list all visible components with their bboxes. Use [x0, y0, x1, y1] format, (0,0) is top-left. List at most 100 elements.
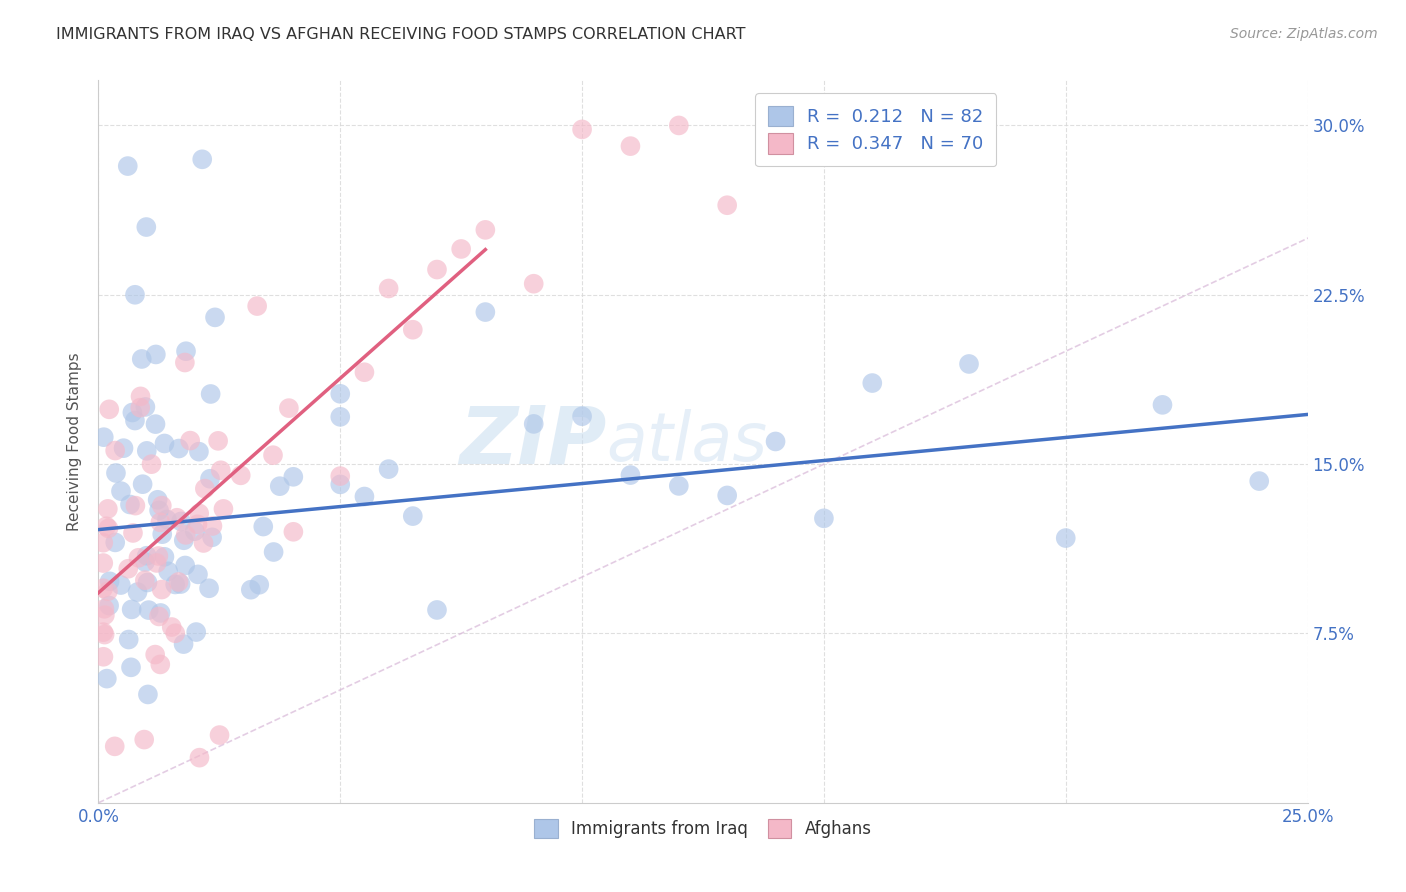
Point [402, 323, 425, 337]
Point [153, 436, 176, 450]
Point [179, 434, 201, 448]
Text: IMMIGRANTS FROM IRAQ VS AFGHAN RECEIVING FOOD STAMPS CORRELATION CHART: IMMIGRANTS FROM IRAQ VS AFGHAN RECEIVING… [56, 27, 745, 42]
Point [150, 499, 173, 513]
Point [96, 519, 118, 533]
Y-axis label: Receiving Food Stamps: Receiving Food Stamps [67, 352, 83, 531]
Point [153, 549, 176, 564]
Point [174, 344, 197, 359]
Point [1054, 531, 1077, 545]
Point [212, 502, 235, 516]
Point [135, 549, 157, 563]
Point [141, 457, 163, 471]
Point [813, 511, 835, 525]
Point [150, 527, 173, 541]
Point [149, 516, 172, 530]
Point [860, 119, 883, 133]
Point [201, 530, 224, 544]
Point [134, 400, 156, 414]
Point [135, 443, 157, 458]
Point [252, 519, 274, 533]
Point [246, 299, 269, 313]
Point [173, 637, 195, 651]
Point [813, 119, 835, 133]
Point [104, 466, 127, 480]
Point [269, 479, 291, 493]
Point [127, 585, 149, 599]
Point [329, 477, 352, 491]
Point [668, 119, 690, 133]
Point [165, 577, 187, 591]
Point [329, 469, 352, 483]
Point [129, 401, 152, 415]
Point [474, 305, 496, 319]
Point [118, 498, 141, 512]
Text: Source: ZipAtlas.com: Source: ZipAtlas.com [1230, 27, 1378, 41]
Point [283, 470, 305, 484]
Point [166, 510, 188, 524]
Point [138, 603, 160, 617]
Point [120, 660, 142, 674]
Point [194, 482, 217, 496]
Point [619, 139, 641, 153]
Point [149, 606, 172, 620]
Point [93, 430, 115, 444]
Point [121, 602, 143, 616]
Point [127, 550, 149, 565]
Point [174, 558, 197, 573]
Point [1152, 398, 1174, 412]
Point [165, 626, 187, 640]
Point [184, 524, 207, 538]
Point [148, 609, 170, 624]
Point [97, 584, 120, 599]
Point [765, 434, 787, 449]
Point [765, 119, 787, 133]
Point [474, 223, 496, 237]
Point [156, 512, 179, 526]
Point [957, 357, 980, 371]
Point [93, 627, 115, 641]
Point [117, 159, 139, 173]
Point [571, 409, 593, 424]
Point [91, 581, 114, 595]
Point [229, 468, 252, 483]
Point [716, 488, 738, 502]
Point [136, 575, 159, 590]
Point [131, 351, 153, 366]
Point [104, 443, 127, 458]
Point [112, 441, 135, 455]
Point [207, 434, 229, 448]
Point [148, 549, 170, 563]
Point [186, 517, 208, 532]
Point [208, 728, 231, 742]
Point [131, 477, 153, 491]
Point [201, 519, 224, 533]
Point [96, 672, 118, 686]
Point [1249, 474, 1271, 488]
Point [957, 119, 980, 133]
Point [523, 417, 546, 431]
Point [209, 463, 232, 477]
Point [188, 507, 211, 521]
Point [110, 578, 132, 592]
Point [98, 402, 121, 417]
Point [134, 732, 156, 747]
Point [450, 242, 472, 256]
Point [169, 577, 191, 591]
Point [93, 649, 115, 664]
Point [191, 153, 214, 167]
Text: ZIP: ZIP [458, 402, 606, 481]
Point [377, 281, 399, 295]
Point [134, 555, 156, 569]
Point [117, 562, 139, 576]
Point [146, 492, 169, 507]
Point [104, 739, 127, 754]
Point [145, 556, 167, 570]
Point [110, 484, 132, 499]
Point [121, 405, 143, 419]
Point [523, 277, 546, 291]
Point [239, 582, 262, 597]
Point [247, 578, 270, 592]
Point [668, 479, 690, 493]
Point [198, 581, 221, 595]
Point [160, 620, 183, 634]
